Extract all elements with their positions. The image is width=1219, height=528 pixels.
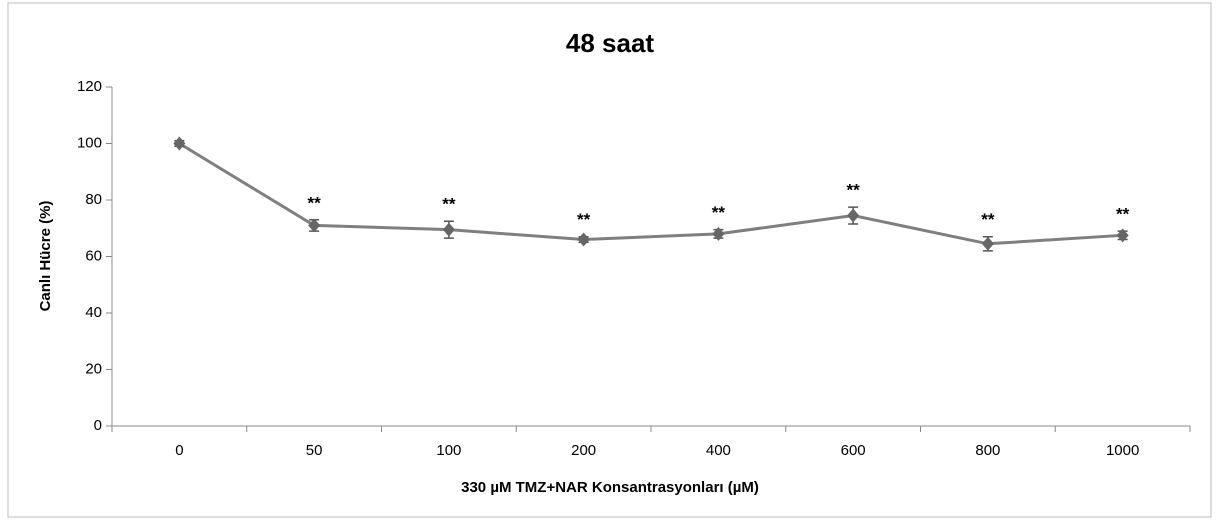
significance-label: ** bbox=[308, 193, 322, 212]
significance-label: ** bbox=[981, 210, 995, 229]
x-tick-label: 0 bbox=[175, 442, 183, 459]
x-axis-label: 330 µM TMZ+NAR Konsantrasyonları (µM) bbox=[461, 479, 759, 496]
significance-label: ** bbox=[847, 181, 861, 200]
x-tick-label: 1000 bbox=[1106, 442, 1139, 459]
significance-label: ** bbox=[577, 210, 591, 229]
y-tick-label: 100 bbox=[77, 134, 102, 151]
x-tick-label: 100 bbox=[436, 442, 461, 459]
y-tick-label: 80 bbox=[85, 191, 102, 208]
significance-label: ** bbox=[712, 203, 726, 222]
y-tick-label: 60 bbox=[85, 247, 102, 264]
point-marker bbox=[1116, 228, 1129, 243]
significance-label: ** bbox=[1116, 205, 1130, 224]
x-tick-label: 200 bbox=[571, 442, 596, 459]
point-marker bbox=[442, 222, 455, 237]
chart-title: 48 saat bbox=[566, 28, 655, 58]
x-tick-label: 800 bbox=[975, 442, 1000, 459]
x-tick-label: 50 bbox=[306, 442, 323, 459]
point-marker bbox=[712, 226, 725, 241]
point-marker bbox=[308, 218, 321, 233]
y-axis-label: Canlı Hücre (%) bbox=[37, 201, 54, 312]
significance-label: ** bbox=[442, 195, 456, 214]
y-tick-label: 20 bbox=[85, 360, 102, 377]
point-marker bbox=[981, 236, 994, 251]
x-tick-label: 400 bbox=[706, 442, 731, 459]
y-tick-label: 40 bbox=[85, 304, 102, 321]
point-marker bbox=[847, 208, 860, 223]
point-marker bbox=[577, 232, 590, 247]
x-tick-label: 600 bbox=[841, 442, 866, 459]
point-marker bbox=[173, 136, 186, 151]
y-tick-label: 120 bbox=[77, 78, 102, 95]
series-line bbox=[178, 142, 1123, 246]
y-tick-label: 0 bbox=[94, 417, 102, 434]
chart-border bbox=[7, 2, 1212, 518]
